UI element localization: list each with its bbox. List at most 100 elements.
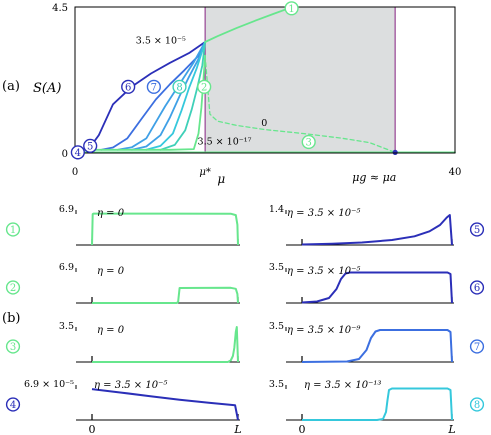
profile-panel-6: 3.5 η = 3.5 × 10⁻⁵ 6 <box>269 262 485 304</box>
curve-label-1: 3.5 × 10⁻⁵ <box>136 36 186 47</box>
eta-label: η = 3.5 × 10⁻¹³ <box>304 380 381 391</box>
profile-curve <box>92 286 239 304</box>
marker-label: 8 <box>474 400 480 411</box>
marker-circle <box>5 339 21 354</box>
profile-panel-7: 3.5 η = 3.5 × 10⁻⁹ 7 <box>269 321 485 363</box>
x-tick-label-2: 40 <box>449 167 462 178</box>
profile-panel-5: 1.4 η = 3.5 × 10⁻⁵ 5 <box>269 204 485 246</box>
state-marker-panel-5: 5 <box>469 222 485 237</box>
profile-panel-4: 6.9 × 10⁻⁵ η = 3.5 × 10⁻⁵ 4 0 L <box>5 379 242 435</box>
stability-shaded-region <box>205 7 396 153</box>
state-marker-panel-8: 8 <box>469 397 485 412</box>
marker-circle <box>469 339 485 354</box>
profile-curve <box>91 388 239 421</box>
profile-curve <box>92 326 239 363</box>
marker-label: 5 <box>474 225 480 236</box>
series-line-8 <box>204 7 290 43</box>
state-marker-panel-2: 2 <box>5 280 21 295</box>
eta-label: η = 3.5 × 10⁻⁹ <box>287 325 360 336</box>
eta-label: η = 3.5 × 10⁻⁵ <box>287 266 360 277</box>
marker-label: 6 <box>125 82 131 93</box>
profile-panel-1: 6.9 η = 0 1 <box>5 204 240 246</box>
marker-label: 1 <box>288 4 294 15</box>
eta-label: η = 3.5 × 10⁻⁵ <box>287 208 360 219</box>
marker-label: 7 <box>474 342 480 353</box>
x-tick-label-0: 0 <box>72 167 78 178</box>
x-start-label: 0 <box>299 423 306 435</box>
curve-label-2: 3.5 × 10⁻¹⁷ <box>198 137 252 148</box>
marker-label: 7 <box>151 82 157 93</box>
x-start-label: 0 <box>89 423 96 435</box>
marker-label: 4 <box>10 400 16 411</box>
profile-curve <box>301 329 453 363</box>
series-line-6 <box>159 41 207 151</box>
marker-circle <box>70 145 85 160</box>
marker-circle <box>5 222 21 237</box>
plot-frame <box>74 6 456 154</box>
y-tick-label-1: 4.5 <box>52 3 68 14</box>
x-axis-label: μ <box>217 172 225 186</box>
marker-circle <box>469 222 485 237</box>
marker-label: 2 <box>10 283 16 294</box>
panel-ymax-label: 3.5 <box>269 379 284 390</box>
y-tick-label-0: 0 <box>62 149 68 160</box>
mu-g-approx-mu-a-label: μg ≈ μa <box>352 171 396 184</box>
marker-label: 6 <box>474 283 480 294</box>
marker-circle <box>197 79 212 94</box>
series-line-2 <box>100 41 207 151</box>
x-end-label: L <box>233 423 241 435</box>
series-line-4 <box>131 41 207 151</box>
state-marker-1: 1 <box>284 1 299 16</box>
marker-circle <box>469 280 485 295</box>
state-marker-panel-3: 3 <box>5 339 21 354</box>
state-markers: 1 2 3 45 6 7 8 <box>70 1 316 160</box>
series-line-10 <box>204 55 396 154</box>
eta-label: η = 0 <box>97 325 125 336</box>
state-marker-3: 3 <box>301 134 316 150</box>
panel-ymax-label: 6.9 <box>59 262 74 273</box>
panel-label-a: (a) <box>2 79 20 94</box>
curve-label-3: 0 <box>261 118 267 129</box>
marker-circle <box>5 397 21 412</box>
state-marker-5: 5 <box>83 138 98 153</box>
panel-ymax-label: 3.5 <box>269 321 284 332</box>
state-marker-panel-6: 6 <box>469 280 485 295</box>
x-tick-label-1: μ* <box>199 167 211 178</box>
series-line-5 <box>145 41 207 151</box>
profile-curve <box>301 214 453 246</box>
marker-circle <box>5 280 21 295</box>
panel-ymax-label: 6.9 × 10⁻⁵ <box>24 379 74 390</box>
marker-circle <box>301 134 316 150</box>
eta-label: η = 0 <box>97 208 125 219</box>
state-marker-8: 8 <box>172 79 187 94</box>
x-end-label: L <box>447 423 455 435</box>
panel-ymax-label: 6.9 <box>59 204 74 215</box>
state-marker-panel-7: 7 <box>469 339 485 354</box>
state-marker-7: 7 <box>146 79 161 94</box>
profile-curve <box>302 387 453 421</box>
state-marker-panel-4: 4 <box>5 397 21 412</box>
state-marker-4: 4 <box>70 145 85 160</box>
marker-circle <box>172 79 187 94</box>
curve-labels: 3.5 × 10⁻⁵ 3.5 × 10⁻¹⁷ 0 <box>136 36 267 148</box>
marker-label: 2 <box>201 82 207 93</box>
profile-curve <box>301 271 453 304</box>
profile-panels: 6.9 η = 0 1 6.9 η = 0 2 3.5 η = 0 3 6.9 × 10⁻⁵ η =… <box>5 204 485 435</box>
profile-panel-3: 3.5 η = 0 3 <box>5 321 240 363</box>
marker-label: 5 <box>87 141 93 152</box>
panel-ymax-label: 1.4 <box>269 204 284 215</box>
panel-label-b: (b) <box>2 311 20 326</box>
marker-circle <box>121 79 136 94</box>
marker-label: 3 <box>306 138 312 149</box>
state-marker-6: 6 <box>121 79 136 94</box>
panel-ymax-label: 3.5 <box>269 262 284 273</box>
marker-circle <box>284 1 299 16</box>
marker-label: 1 <box>10 225 16 236</box>
eta-label: η = 3.5 × 10⁻⁵ <box>94 380 167 391</box>
panel-ymax-label: 3.5 <box>59 321 74 332</box>
marker-circle <box>469 397 485 412</box>
data-point-1 <box>392 149 398 155</box>
profile-panel-2: 6.9 η = 0 2 <box>5 262 240 304</box>
